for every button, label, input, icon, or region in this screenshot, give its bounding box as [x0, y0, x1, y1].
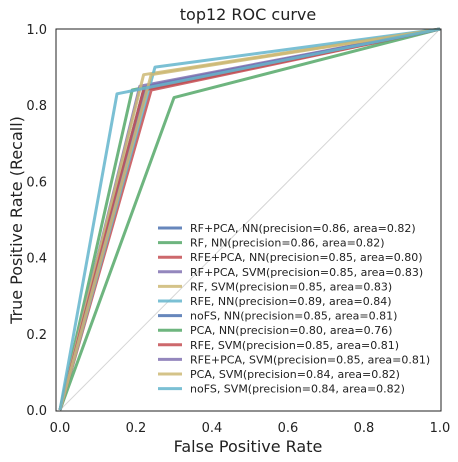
x-axis-label: False Positive Rate [174, 437, 323, 456]
plot-area [58, 27, 441, 411]
legend-entry-5: RF, SVM(precision=0.85, area=0.83) [190, 280, 392, 293]
x-tick-label: 0.6 [278, 421, 299, 436]
y-tick-label: 0.2 [26, 328, 47, 343]
legend-entry-10: RFE+PCA, SVM(precision=0.85, area=0.81) [190, 353, 430, 366]
legend-entry-8: PCA, NN(precision=0.80, area=0.76) [190, 324, 392, 337]
y-tick-label: 0.0 [26, 404, 47, 419]
y-tick-label: 0.8 [26, 99, 47, 114]
legend-entry-4: RF+PCA, SVM(precision=0.85, area=0.83) [190, 266, 423, 279]
y-tick-label: 0.4 [26, 252, 47, 267]
plot-frame [55, 28, 442, 412]
series-line-8 [58, 27, 441, 411]
series-line-11 [58, 27, 441, 411]
x-tick-label: 1.0 [430, 421, 451, 436]
series-line-12 [58, 27, 441, 411]
legend-entry-9: RFE, SVM(precision=0.85, area=0.81) [190, 339, 399, 352]
legend-entry-7: noFS, NN(precision=0.85, area=0.81) [190, 310, 397, 323]
x-tick-label: 0.4 [202, 421, 223, 436]
diagonal-reference-line [59, 28, 441, 411]
legend: RF+PCA, NN(precision=0.86, area=0.82) RF,… [158, 222, 430, 396]
x-tick-label: 0.0 [50, 421, 71, 436]
chart-title: top12 ROC curve [180, 5, 316, 24]
x-tick-label: 0.8 [354, 421, 375, 436]
legend-entry-11: PCA, SVM(precision=0.84, area=0.82) [190, 368, 400, 381]
y-tick-label: 1.0 [26, 23, 47, 38]
legend-entry-2: RF, NN(precision=0.86, area=0.82) [190, 237, 385, 250]
legend-entry-1: RF+PCA, NN(precision=0.86, area=0.82) [190, 222, 416, 235]
y-tick-label: 0.6 [26, 175, 47, 190]
legend-entry-3: RFE+PCA, NN(precision=0.85, area=0.80) [190, 251, 423, 264]
x-axis-ticks: 0.0 0.2 0.4 0.6 0.8 1.0 [50, 421, 451, 436]
legend-entry-12: noFS, SVM(precision=0.84, area=0.82) [190, 383, 405, 396]
x-tick-label: 0.2 [126, 421, 147, 436]
legend-entry-6: RFE, NN(precision=0.89, area=0.84) [190, 295, 392, 308]
y-axis-label: True Positive Rate (Recall) [7, 116, 26, 325]
y-axis-ticks: 0.0 0.2 0.4 0.6 0.8 1.0 [26, 23, 47, 419]
